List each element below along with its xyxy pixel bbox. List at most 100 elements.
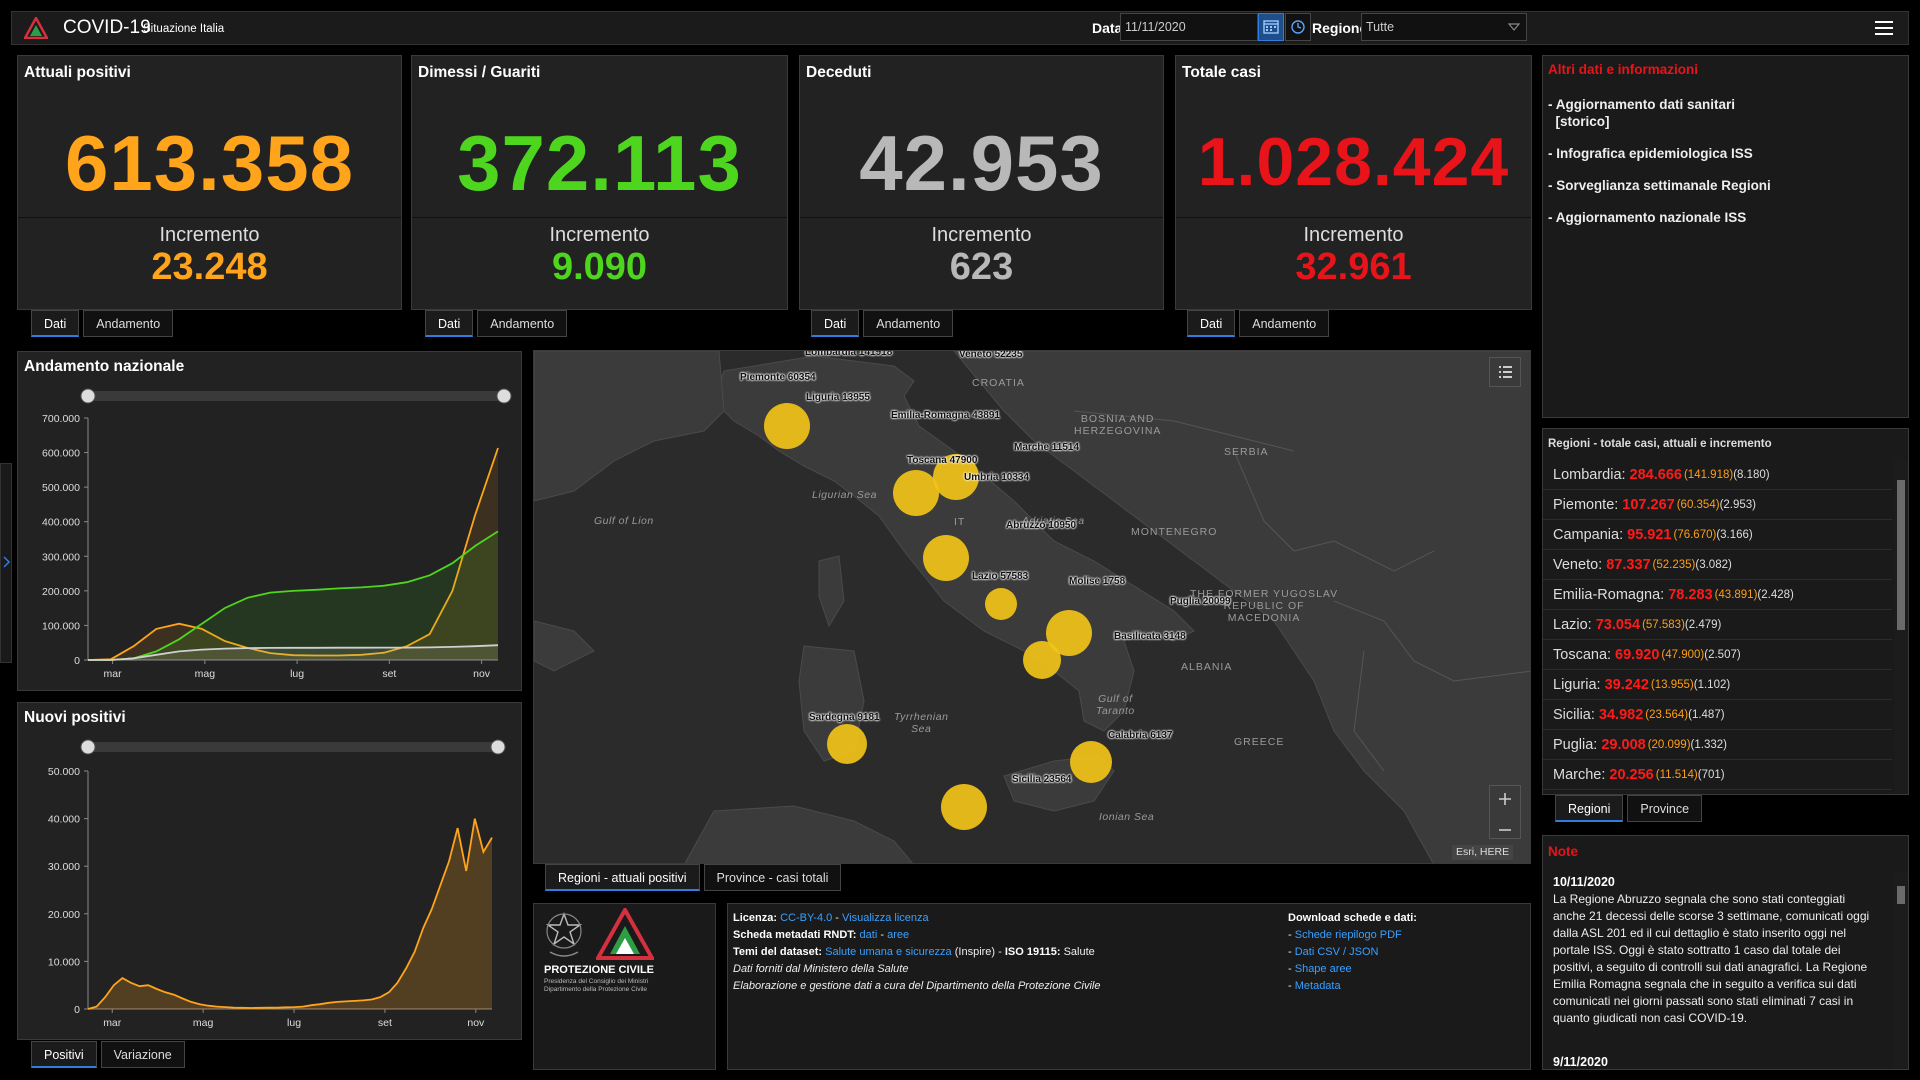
temi-link[interactable]: Salute umana e sicurezza [825, 946, 952, 958]
tab-variazione[interactable]: Variazione [100, 1041, 185, 1068]
map-bubble-marche[interactable] [933, 454, 979, 500]
date-input[interactable]: 11/11/2020 [1120, 13, 1258, 41]
tab-province[interactable]: Province [1627, 795, 1703, 822]
range-slider-track[interactable] [88, 391, 504, 401]
download-link-metadata[interactable]: Metadata [1294, 980, 1341, 992]
kpi-increment-label: Incremento [549, 224, 650, 246]
series-line [88, 644, 499, 661]
note-date: 10/11/2020 [1553, 875, 1615, 889]
download-link-csv-json[interactable]: Dati CSV / JSON [1294, 946, 1379, 958]
region-row[interactable]: Veneto: 87.337 (52.235) (3.082) [1543, 550, 1892, 580]
zoom-controls [1489, 785, 1521, 839]
info-link-aggiornamento-sanitari[interactable]: - Aggiornamento dati sanitari [storico] [1548, 97, 1736, 129]
info-link-sorveglianza-regioni[interactable]: - Sorveglianza settimanale Regioni [1548, 178, 1771, 193]
range-slider-handle-end[interactable] [490, 739, 506, 755]
map-label-abruzzo: Abruzzo 10950 [1006, 520, 1077, 531]
x-tick-label: mar [103, 1017, 122, 1029]
tab-andamento[interactable]: Andamento [477, 310, 568, 337]
visualizza-licenza-link[interactable]: Visualizza licenza [842, 912, 929, 924]
tab-positivi[interactable]: Positivi [31, 1041, 97, 1068]
region-row[interactable]: Piemonte: 107.267 (60.354) (2.953) [1543, 490, 1892, 520]
tab-andamento[interactable]: Andamento [83, 310, 174, 337]
map-label-emilia-romagna: Emilia-Romagna 43891 [891, 410, 1000, 421]
y-tick-label: 200.000 [42, 586, 80, 598]
x-tick-label: lug [290, 668, 304, 680]
kpi-title: Deceduti [806, 64, 872, 81]
regions-scrollbar-thumb[interactable] [1897, 480, 1905, 630]
tab-andamento[interactable]: Andamento [863, 310, 954, 337]
x-tick-label: nov [473, 668, 491, 680]
region-increment: (1.102) [1693, 678, 1731, 691]
map-bubble-liguria[interactable] [764, 403, 810, 449]
range-slider-handle-end[interactable] [496, 388, 512, 404]
tab-andamento[interactable]: Andamento [1239, 310, 1330, 337]
rndt-dati-link[interactable]: dati [859, 929, 878, 941]
map-bubble-umbria[interactable] [893, 470, 939, 516]
tab-dati[interactable]: Dati [1187, 310, 1236, 337]
tab-dati[interactable]: Dati [425, 310, 474, 337]
region-row[interactable]: Emilia-Romagna: 78.283 (43.891) (2.428) [1543, 580, 1892, 610]
region-increment: (1.487) [1688, 708, 1725, 721]
info-link-infografica-iss[interactable]: - Infografica epidemiologica ISS [1548, 146, 1753, 161]
region-increment: (2.507) [1704, 648, 1741, 661]
tab-regioni-attuali-positivi[interactable]: Regioni - attuali positivi [545, 864, 700, 891]
map-label-calabria: Calabria 6137 [1108, 730, 1173, 741]
licenza-link[interactable]: CC-BY-4.0 [780, 912, 833, 924]
side-panel-handle[interactable] [0, 463, 12, 663]
download-link-shape[interactable]: Shape aree [1294, 963, 1352, 975]
y-tick-label: 50.000 [48, 766, 80, 778]
map-bubble-sicilia[interactable] [941, 784, 987, 830]
regions-scrollbar[interactable] [1894, 460, 1908, 794]
map-bubble-calabria[interactable] [1070, 741, 1112, 783]
zoom-in-icon[interactable] [1490, 786, 1520, 812]
map-bubble-abruzzo[interactable] [923, 535, 969, 581]
kpi-increment-label: Incremento [931, 224, 1032, 246]
geo-label-adriatic-sea: Adriatic Sea [1022, 515, 1085, 527]
rndt-aree-link[interactable]: aree [887, 929, 910, 941]
time-button[interactable] [1285, 13, 1311, 41]
map-bubble-basilicata[interactable] [1023, 641, 1061, 679]
legend-button[interactable] [1489, 357, 1521, 387]
info-link-aggiornamento-iss[interactable]: - Aggiornamento nazionale ISS [1548, 210, 1747, 225]
regions-list: Lombardia: 284.666 (141.918) (8.180) Piemont… [1543, 460, 1892, 790]
region-row[interactable]: Sicilia: 34.982 (23.564) (1.487) [1543, 700, 1892, 730]
region-row[interactable]: Toscana: 69.920 (47.900) (2.507) [1543, 640, 1892, 670]
map-label-molise: Molise 1758 [1069, 576, 1126, 587]
calendar-button[interactable] [1258, 13, 1284, 41]
region-row[interactable]: Lazio: 73.054 (57.583) (2.479) [1543, 610, 1892, 640]
kpi-increment-value: 23.248 [151, 246, 268, 288]
region-name: Sicilia: [1553, 706, 1595, 723]
range-slider-handle-start[interactable] [80, 388, 96, 404]
region-row[interactable]: Lombardia: 284.666 (141.918) (8.180) [1543, 460, 1892, 490]
tab-dati[interactable]: Dati [811, 310, 860, 337]
map-bubble-sardegna[interactable] [827, 724, 867, 764]
region-select[interactable]: Tutte [1361, 13, 1527, 41]
download-link-pdf[interactable]: Schede riepilogo PDF [1294, 929, 1402, 941]
tab-regioni[interactable]: Regioni [1555, 795, 1624, 822]
range-slider-track[interactable] [88, 742, 498, 752]
tab-province-casi-totali[interactable]: Province - casi totali [703, 864, 842, 891]
notes-scrollbar[interactable] [1894, 872, 1908, 1068]
kpi-increment-label: Incremento [159, 224, 260, 246]
region-row[interactable]: Campania: 95.921 (76.670) (3.166) [1543, 520, 1892, 550]
licenza-label: Licenza: [733, 912, 778, 924]
tab-dati[interactable]: Dati [31, 310, 80, 337]
notes-scrollbar-thumb[interactable] [1897, 886, 1905, 904]
map-view[interactable]: CROATIA BOSNIA AND HERZEGOVINA SERBIA MO… [533, 350, 1531, 864]
region-positive: (13.955) [1650, 678, 1694, 691]
map-bubble-molise[interactable] [985, 588, 1017, 620]
series-line [88, 530, 499, 661]
kpi-divider [412, 217, 787, 218]
hamburger-menu-icon[interactable] [1874, 19, 1894, 37]
chart-tabs: Positivi Variazione [31, 1041, 185, 1068]
region-row[interactable]: Puglia: 29.008 (20.099) (1.332) [1543, 730, 1892, 760]
map-land-svg [534, 351, 1530, 863]
region-row[interactable]: Marche: 20.256 (11.514) (701) [1543, 760, 1892, 790]
region-select-value: Tutte [1366, 20, 1395, 34]
zoom-out-icon[interactable] [1490, 817, 1520, 843]
map-attribution: Esri, HERE [1452, 845, 1514, 860]
x-tick-label: set [378, 1017, 392, 1029]
range-slider-handle-start[interactable] [80, 739, 96, 755]
regions-panel-title: Regioni - totale casi, attuali e increme… [1548, 438, 1772, 450]
region-row[interactable]: Liguria: 39.242 (13.955) (1.102) [1543, 670, 1892, 700]
